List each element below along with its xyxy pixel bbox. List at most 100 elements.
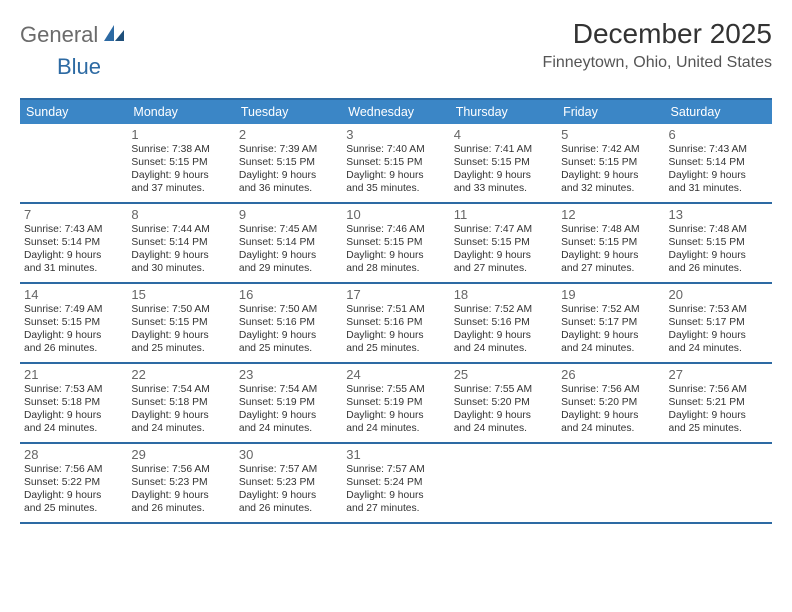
- calendar-grid: SundayMondayTuesdayWednesdayThursdayFrid…: [20, 98, 772, 524]
- day-detail-line: Sunset: 5:23 PM: [239, 477, 338, 490]
- day-cell: 31Sunrise: 7:57 AMSunset: 5:24 PMDayligh…: [342, 444, 449, 522]
- day-number: 20: [669, 287, 768, 302]
- day-detail-line: and 30 minutes.: [131, 263, 230, 276]
- day-detail-line: Sunrise: 7:57 AM: [346, 464, 445, 477]
- day-detail-line: Sunset: 5:15 PM: [669, 237, 768, 250]
- day-cell: 4Sunrise: 7:41 AMSunset: 5:15 PMDaylight…: [450, 124, 557, 202]
- day-number: 14: [24, 287, 123, 302]
- day-detail-line: Sunrise: 7:56 AM: [131, 464, 230, 477]
- day-detail-line: and 25 minutes.: [346, 343, 445, 356]
- day-detail-line: Daylight: 9 hours: [131, 410, 230, 423]
- day-number: 18: [454, 287, 553, 302]
- day-detail-line: and 25 minutes.: [131, 343, 230, 356]
- day-number: 3: [346, 127, 445, 142]
- day-detail-line: Daylight: 9 hours: [561, 410, 660, 423]
- day-detail-line: and 24 minutes.: [239, 423, 338, 436]
- day-header: Friday: [557, 100, 664, 124]
- day-detail-line: Daylight: 9 hours: [454, 170, 553, 183]
- day-detail-line: and 29 minutes.: [239, 263, 338, 276]
- day-cell: 12Sunrise: 7:48 AMSunset: 5:15 PMDayligh…: [557, 204, 664, 282]
- day-detail-line: Daylight: 9 hours: [131, 330, 230, 343]
- day-detail-line: Sunset: 5:14 PM: [131, 237, 230, 250]
- day-cell: 16Sunrise: 7:50 AMSunset: 5:16 PMDayligh…: [235, 284, 342, 362]
- day-detail-line: Sunset: 5:14 PM: [24, 237, 123, 250]
- day-detail-line: and 24 minutes.: [454, 423, 553, 436]
- day-detail-line: Daylight: 9 hours: [24, 330, 123, 343]
- day-number: 30: [239, 447, 338, 462]
- brand-logo: General: [20, 18, 127, 48]
- weeks-container: 1Sunrise: 7:38 AMSunset: 5:15 PMDaylight…: [20, 124, 772, 524]
- day-detail-line: Daylight: 9 hours: [561, 170, 660, 183]
- day-cell: 17Sunrise: 7:51 AMSunset: 5:16 PMDayligh…: [342, 284, 449, 362]
- day-detail-line: Daylight: 9 hours: [346, 410, 445, 423]
- day-number: 9: [239, 207, 338, 222]
- day-detail-line: and 27 minutes.: [561, 263, 660, 276]
- day-header: Monday: [127, 100, 234, 124]
- calendar-page: General December 2025 Finneytown, Ohio, …: [0, 0, 792, 544]
- day-detail-line: Sunset: 5:15 PM: [454, 237, 553, 250]
- day-cell: 24Sunrise: 7:55 AMSunset: 5:19 PMDayligh…: [342, 364, 449, 442]
- day-cell: 18Sunrise: 7:52 AMSunset: 5:16 PMDayligh…: [450, 284, 557, 362]
- day-detail-line: and 36 minutes.: [239, 183, 338, 196]
- day-detail-line: Sunrise: 7:56 AM: [24, 464, 123, 477]
- day-header: Thursday: [450, 100, 557, 124]
- day-cell: 10Sunrise: 7:46 AMSunset: 5:15 PMDayligh…: [342, 204, 449, 282]
- day-detail-line: Daylight: 9 hours: [454, 410, 553, 423]
- day-detail-line: Sunset: 5:21 PM: [669, 397, 768, 410]
- day-number: 22: [131, 367, 230, 382]
- week-row: 21Sunrise: 7:53 AMSunset: 5:18 PMDayligh…: [20, 364, 772, 444]
- day-detail-line: Sunrise: 7:53 AM: [24, 384, 123, 397]
- day-cell: 11Sunrise: 7:47 AMSunset: 5:15 PMDayligh…: [450, 204, 557, 282]
- day-cell: 15Sunrise: 7:50 AMSunset: 5:15 PMDayligh…: [127, 284, 234, 362]
- week-row: 14Sunrise: 7:49 AMSunset: 5:15 PMDayligh…: [20, 284, 772, 364]
- day-detail-line: Sunset: 5:17 PM: [669, 317, 768, 330]
- day-detail-line: Daylight: 9 hours: [131, 490, 230, 503]
- day-detail-line: Sunset: 5:15 PM: [131, 317, 230, 330]
- day-number: 29: [131, 447, 230, 462]
- day-detail-line: and 24 minutes.: [346, 423, 445, 436]
- day-detail-line: Sunrise: 7:42 AM: [561, 144, 660, 157]
- day-detail-line: Sunrise: 7:50 AM: [239, 304, 338, 317]
- day-detail-line: Sunrise: 7:40 AM: [346, 144, 445, 157]
- day-header: Wednesday: [342, 100, 449, 124]
- day-detail-line: Sunset: 5:16 PM: [346, 317, 445, 330]
- day-detail-line: and 31 minutes.: [24, 263, 123, 276]
- day-detail-line: Daylight: 9 hours: [24, 490, 123, 503]
- day-detail-line: Sunrise: 7:52 AM: [454, 304, 553, 317]
- day-detail-line: and 24 minutes.: [561, 343, 660, 356]
- day-detail-line: Daylight: 9 hours: [131, 250, 230, 263]
- day-detail-line: Sunrise: 7:39 AM: [239, 144, 338, 157]
- day-detail-line: and 24 minutes.: [561, 423, 660, 436]
- day-detail-line: Daylight: 9 hours: [669, 410, 768, 423]
- day-number: 10: [346, 207, 445, 222]
- day-detail-line: and 26 minutes.: [131, 503, 230, 516]
- day-detail-line: and 32 minutes.: [561, 183, 660, 196]
- day-number: 21: [24, 367, 123, 382]
- day-detail-line: and 24 minutes.: [131, 423, 230, 436]
- day-detail-line: and 27 minutes.: [454, 263, 553, 276]
- day-detail-line: and 25 minutes.: [239, 343, 338, 356]
- page-subtitle: Finneytown, Ohio, United States: [543, 54, 772, 72]
- day-cell: [557, 444, 664, 522]
- day-detail-line: Sunrise: 7:50 AM: [131, 304, 230, 317]
- day-number: 28: [24, 447, 123, 462]
- day-cell: 6Sunrise: 7:43 AMSunset: 5:14 PMDaylight…: [665, 124, 772, 202]
- day-header: Sunday: [20, 100, 127, 124]
- day-cell: [665, 444, 772, 522]
- day-number: 5: [561, 127, 660, 142]
- day-detail-line: Daylight: 9 hours: [669, 250, 768, 263]
- day-number: 13: [669, 207, 768, 222]
- day-number: 24: [346, 367, 445, 382]
- day-detail-line: Sunset: 5:16 PM: [454, 317, 553, 330]
- day-detail-line: and 25 minutes.: [669, 423, 768, 436]
- day-detail-line: Daylight: 9 hours: [669, 330, 768, 343]
- day-cell: 1Sunrise: 7:38 AMSunset: 5:15 PMDaylight…: [127, 124, 234, 202]
- day-detail-line: and 24 minutes.: [454, 343, 553, 356]
- day-detail-line: Sunrise: 7:49 AM: [24, 304, 123, 317]
- day-detail-line: Sunset: 5:19 PM: [239, 397, 338, 410]
- day-cell: 19Sunrise: 7:52 AMSunset: 5:17 PMDayligh…: [557, 284, 664, 362]
- day-detail-line: Sunset: 5:15 PM: [454, 157, 553, 170]
- day-detail-line: Daylight: 9 hours: [24, 250, 123, 263]
- day-detail-line: Daylight: 9 hours: [346, 250, 445, 263]
- day-detail-line: Daylight: 9 hours: [454, 250, 553, 263]
